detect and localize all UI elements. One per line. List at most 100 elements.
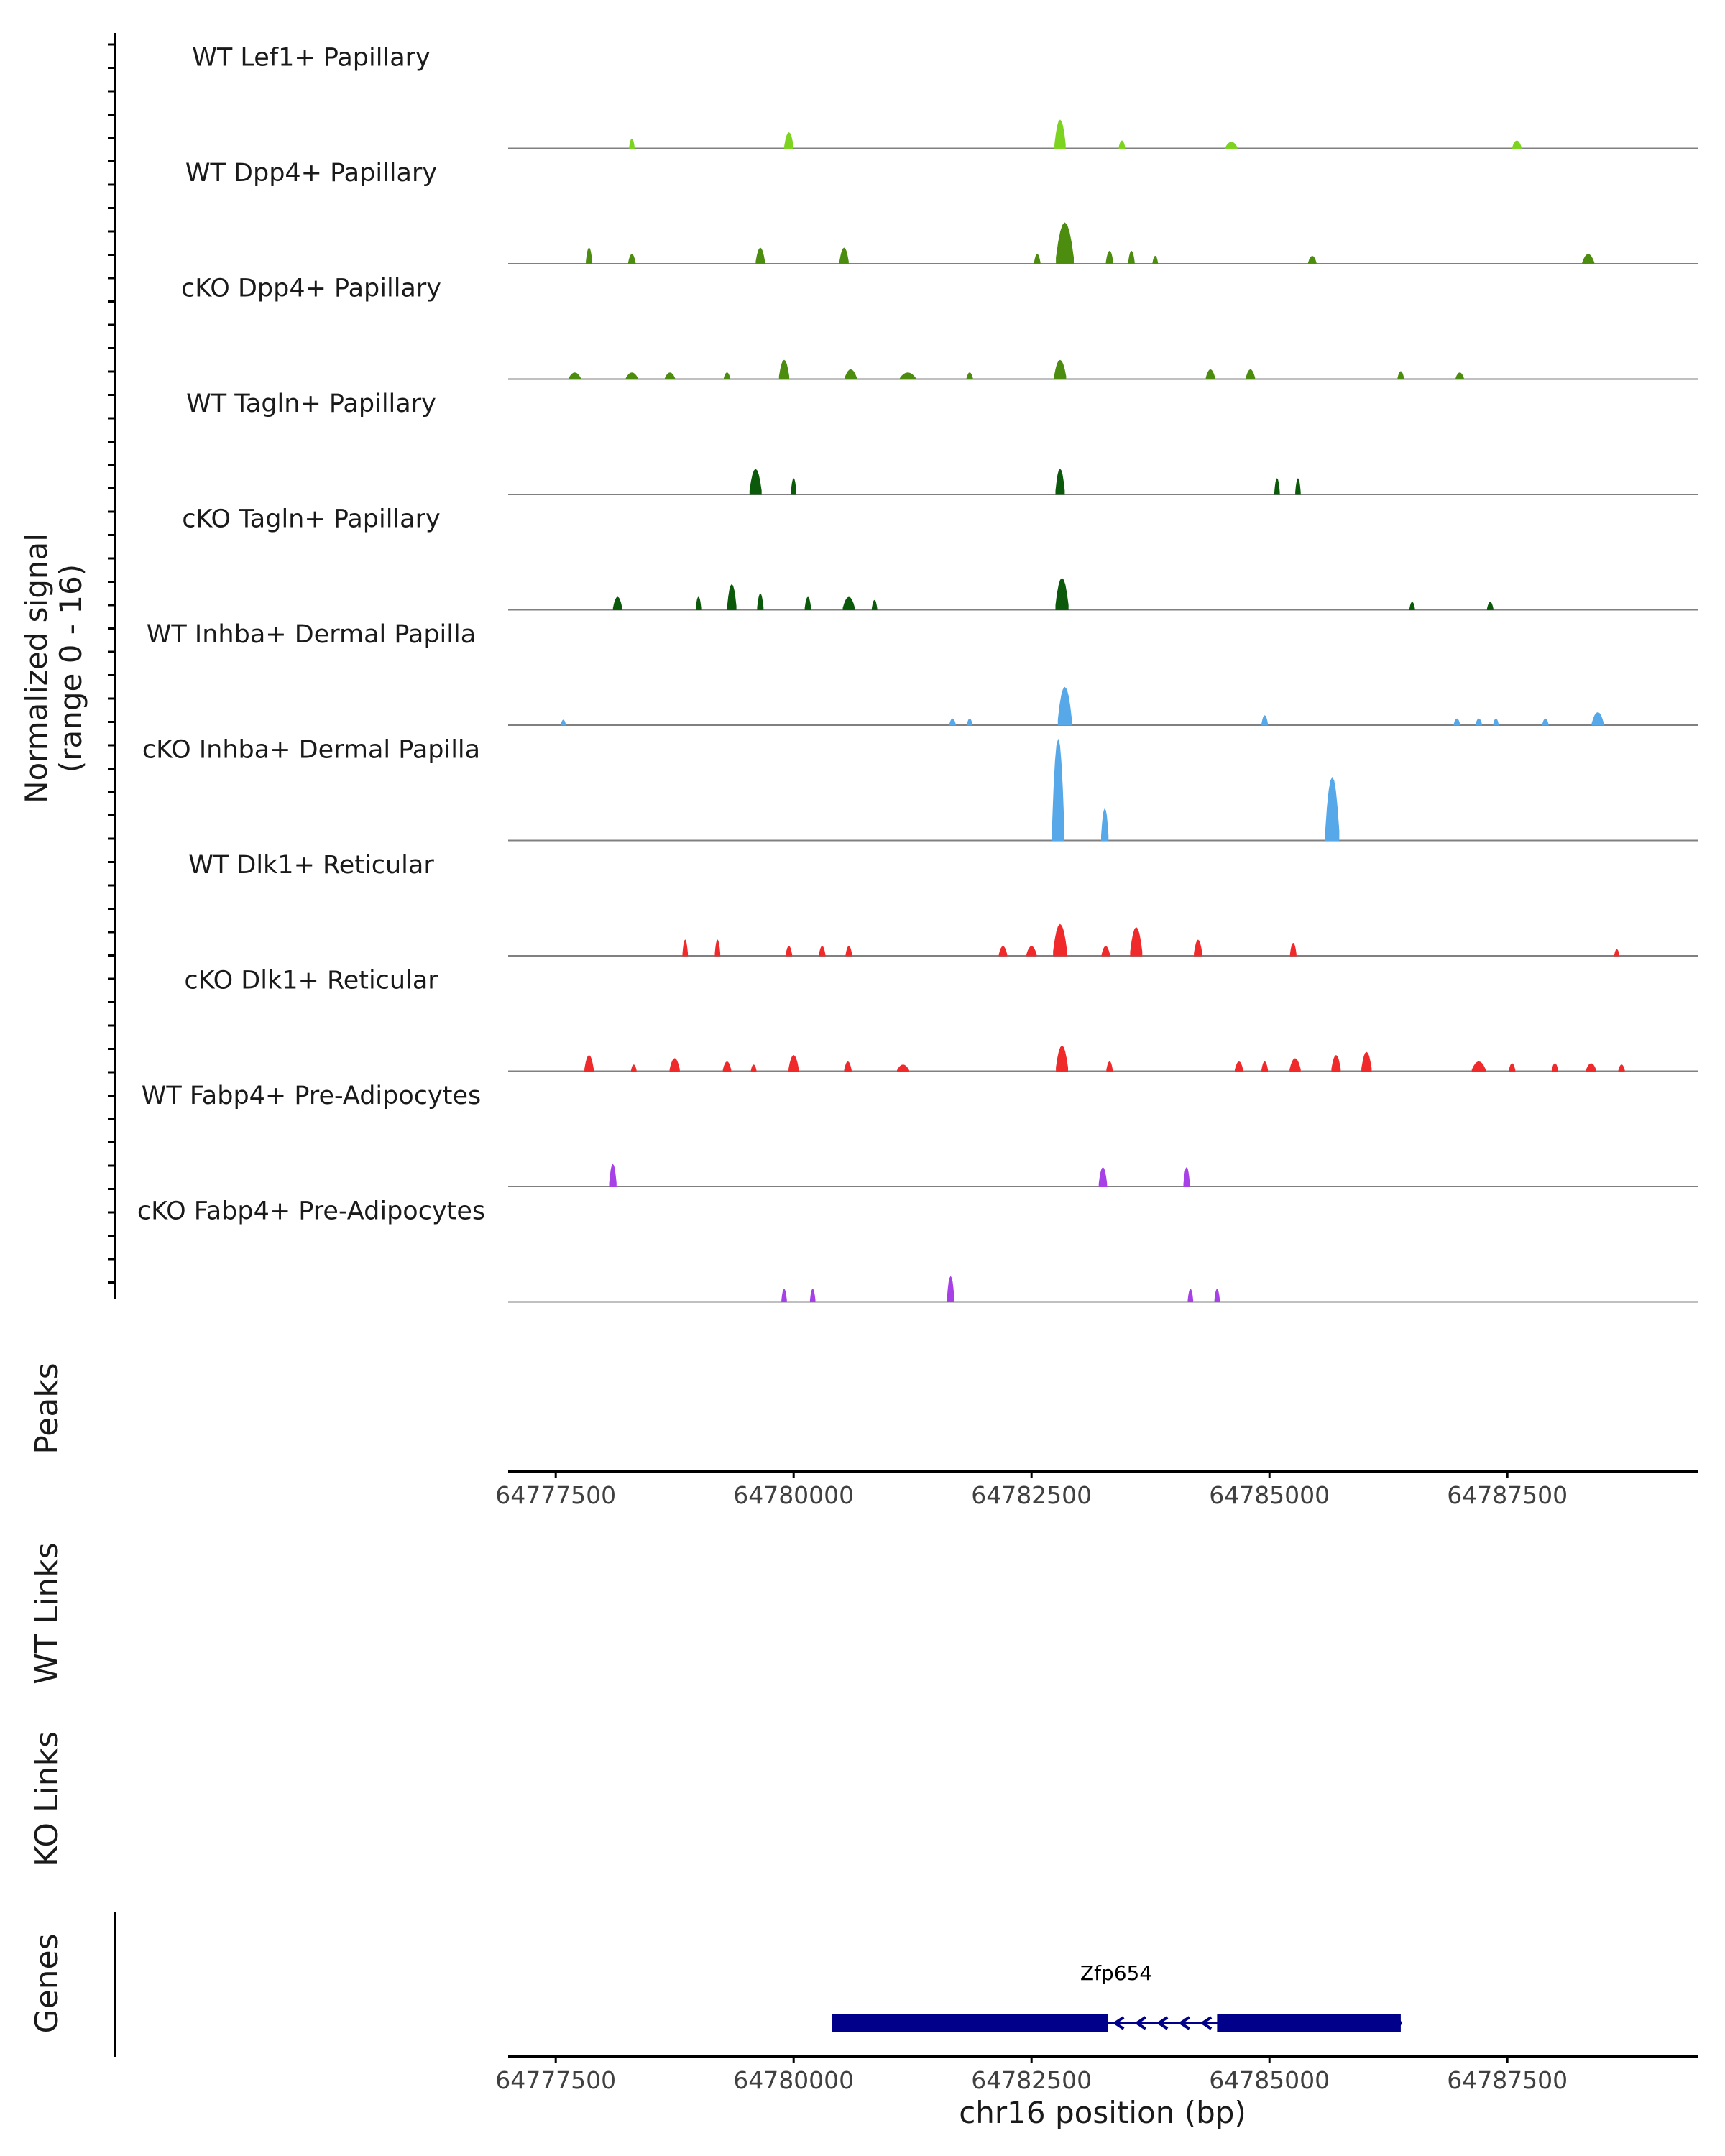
coverage-peak	[791, 478, 797, 495]
track-cko-fabp4-pre-adipocytes: cKO Fabp4+ Pre-Adipocytes	[137, 1197, 1698, 1303]
coverage-peak	[1289, 942, 1297, 957]
coverage-peak	[1361, 1051, 1372, 1072]
coverage-peak	[1618, 1064, 1625, 1072]
track-wt-lef1-papillary: WT Lef1+ Papillary	[192, 44, 1698, 149]
coverage-peak	[1455, 372, 1464, 379]
coverage-peak	[625, 372, 638, 379]
coverage-peak	[1034, 254, 1041, 264]
gene-exon	[1217, 2014, 1401, 2032]
coverage-peak	[1130, 926, 1143, 957]
coverage-peak	[949, 718, 956, 726]
track-label: cKO Dlk1+ Reticular	[184, 967, 438, 995]
coverage-peak	[1591, 711, 1604, 726]
coverage-peak	[786, 946, 793, 957]
coverage-peak	[784, 132, 794, 149]
coverage-peak	[1026, 946, 1037, 957]
coverage-peak	[1261, 715, 1269, 726]
track-label: cKO Tagln+ Papillary	[182, 505, 441, 534]
coverage-peak	[609, 1164, 617, 1187]
y-axis-title: Normalized signal (range 0 - 16)	[19, 533, 88, 803]
coverage-peak	[778, 359, 790, 379]
coverage-peak	[967, 718, 972, 726]
coverage-peak	[788, 1054, 799, 1072]
coverage-peak	[842, 596, 855, 610]
x-tick-label: 64787500	[1447, 1481, 1568, 1509]
coverage-peak	[1289, 1058, 1301, 1072]
track-label: WT Dpp4+ Papillary	[185, 159, 437, 188]
coverage-peak	[1187, 1289, 1194, 1302]
x-tick-label: 64780000	[733, 1481, 854, 1509]
coverage-peak	[1234, 1061, 1243, 1072]
coverage-peak	[1205, 369, 1215, 379]
coverage-peak	[1325, 776, 1340, 841]
coverage-peak	[1105, 250, 1113, 264]
strand-arrow	[1134, 2016, 1146, 2030]
coverage-peak	[1055, 578, 1069, 610]
coverage-peak	[1052, 738, 1064, 841]
coverage-peak	[1194, 939, 1202, 957]
coverage-peak	[1057, 686, 1072, 726]
coverage-peak	[1152, 255, 1159, 264]
coverage-peak	[899, 372, 916, 379]
coverage-peak	[1261, 1061, 1269, 1072]
strand-arrow	[1178, 2016, 1190, 2030]
strand-arrow	[1112, 2016, 1125, 2030]
coverage-peak	[755, 247, 765, 264]
coverage-peak	[727, 584, 737, 610]
coverage-peak	[1493, 718, 1499, 726]
coverage-peak	[757, 593, 764, 610]
coverage-peak	[1486, 602, 1494, 610]
x-tick-label: 64782500	[971, 2066, 1092, 2094]
track-label: WT Tagln+ Papillary	[186, 390, 436, 418]
track-label: WT Inhba+ Dermal Papilla	[147, 620, 476, 649]
coverage-peak	[1471, 1061, 1486, 1072]
coverage-peak	[1055, 469, 1065, 495]
track-cko-dpp4-papillary: cKO Dpp4+ Papillary	[181, 275, 1698, 380]
y-axis-title-line1: Normalized signal	[19, 533, 54, 803]
coverage-tracks: WT Lef1+ Papillary WT Dpp4+ Papillary cKO …	[137, 44, 1698, 1303]
genes-x-axis: 64777500 64780000 64782500 64785000 64787500	[495, 2056, 1568, 2094]
coverage-peak	[819, 946, 826, 957]
coverage-peak	[561, 719, 566, 726]
gene-name-label: Zfp654	[1080, 1961, 1152, 1985]
coverage-peak	[1101, 946, 1110, 957]
coverage-peak	[809, 1289, 816, 1302]
coverage-peak	[682, 939, 689, 957]
peaks-x-axis: 64777500 64780000 64782500 64785000 64787500	[495, 1471, 1568, 1509]
coverage-peak	[749, 469, 762, 495]
coverage-peak	[947, 1276, 954, 1302]
coverage-peak	[1586, 1063, 1596, 1072]
track-wt-dpp4-papillary: WT Dpp4+ Papillary	[185, 159, 1698, 264]
coverage-peak	[629, 138, 635, 149]
coverage-peak	[781, 1289, 787, 1302]
track-cko-dlk1-reticular: cKO Dlk1+ Reticular	[184, 967, 1698, 1072]
track-wt-fabp4-pre-adipocytes: WT Fabp4+ Pre-Adipocytes	[142, 1082, 1698, 1187]
x-axis-title: chr16 position (bp)	[959, 2095, 1246, 2130]
coverage-peak	[966, 372, 973, 379]
coverage-peak	[1409, 602, 1415, 610]
coverage-peak	[630, 1064, 637, 1072]
track-wt-inhba-dermal-papilla: WT Inhba+ Dermal Papilla	[147, 620, 1698, 726]
track-label: cKO Inhba+ Dermal Papilla	[142, 736, 480, 765]
coverage-peak	[1056, 1045, 1069, 1072]
coverage-peak	[1614, 949, 1620, 957]
coverage-peak	[1307, 255, 1317, 264]
x-tick-label: 64780000	[733, 2066, 854, 2094]
coverage-peak	[750, 1064, 757, 1072]
coverage-peak	[1054, 119, 1066, 149]
coverage-peak	[839, 247, 849, 264]
coverage-peak	[1183, 1166, 1190, 1187]
coverage-peak	[1214, 1289, 1220, 1302]
coverage-peak	[1331, 1054, 1341, 1072]
coverage-peak	[1098, 1167, 1108, 1187]
coverage-peak	[1295, 478, 1301, 495]
genes-panel-label: Genes	[29, 1933, 65, 2033]
coverage-peak	[1056, 222, 1075, 264]
coverage-peak	[669, 1058, 680, 1072]
peaks-panel-label: Peaks	[29, 1363, 65, 1454]
coverage-peak	[627, 254, 636, 264]
track-label: WT Dlk1+ Reticular	[188, 851, 434, 880]
coverage-peak	[1475, 718, 1483, 726]
coverage-peak	[664, 372, 676, 379]
